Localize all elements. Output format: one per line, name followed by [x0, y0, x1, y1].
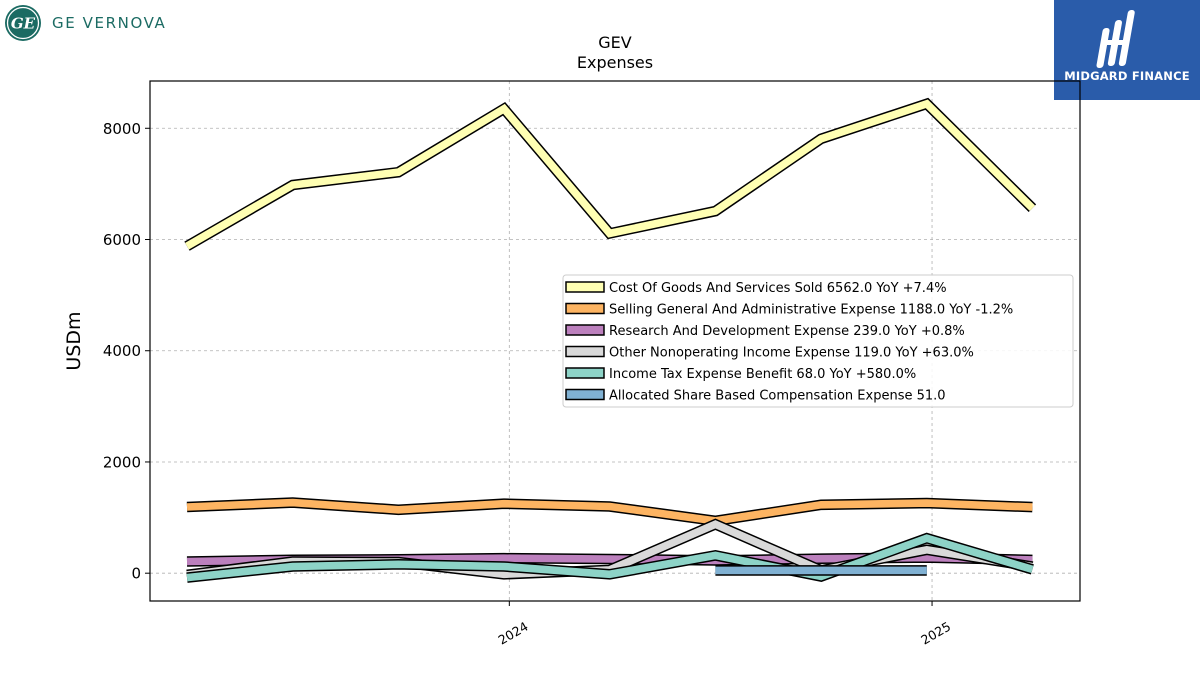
- y-tick-label: 6000: [103, 231, 141, 249]
- ge-monogram-icon: GE: [5, 5, 41, 41]
- legend-swatch-3: [565, 324, 605, 336]
- chart-title: GEV: [598, 33, 632, 52]
- y-tick-label: 4000: [103, 342, 141, 360]
- series-line-5: [186, 534, 1034, 582]
- legend-label-4: Other Nonoperating Income Expense 119.0 …: [609, 346, 974, 361]
- legend-label-2: Selling General And Administrative Expen…: [609, 303, 1013, 318]
- y-tick-label: 8000: [103, 120, 141, 138]
- y-tick-label: 0: [131, 565, 141, 583]
- legend-swatch-5: [565, 367, 605, 379]
- legend-swatch-6: [565, 388, 605, 401]
- series-line-1: [185, 99, 1036, 250]
- series-line-2: [186, 498, 1033, 525]
- company-name: GE VERNOVA: [52, 14, 167, 32]
- legend-label-1: Cost Of Goods And Services Sold 6562.0 Y…: [609, 281, 947, 296]
- legend-label-6: Allocated Share Based Compensation Expen…: [609, 389, 946, 404]
- y-tick-label: 2000: [103, 453, 141, 471]
- series-outline-1: [184, 97, 1037, 251]
- legend-box: [562, 274, 1074, 408]
- chart-subtitle: Expenses: [577, 53, 653, 72]
- ge-monogram-text: GE: [11, 15, 36, 33]
- legend-label-5: Income Tax Expense Benefit 68.0 YoY +580…: [609, 367, 916, 382]
- legend: Cost Of Goods And Services Sold 6562.0 Y…: [562, 274, 1074, 408]
- plot-frame: [149, 80, 1081, 602]
- legend-swatch-2: [565, 302, 605, 315]
- legend-swatch-1: [565, 281, 605, 293]
- legend-label-3: Research And Development Expense 239.0 Y…: [609, 324, 965, 339]
- x-tick-label: 2024: [496, 619, 531, 648]
- y-axis-label: USDm: [63, 311, 85, 370]
- midgard-finance-logo: MIDGARD FINANCE: [1054, 0, 1200, 100]
- midgard-mark-icon: [1096, 10, 1135, 68]
- series-layer: [184, 97, 1037, 583]
- ge-vernova-logo: GE GE VERNOVA: [4, 4, 166, 42]
- publisher-name: MIDGARD FINANCE: [1064, 69, 1190, 83]
- legend-swatch-4: [565, 345, 605, 358]
- x-tick-label: 2025: [918, 619, 953, 648]
